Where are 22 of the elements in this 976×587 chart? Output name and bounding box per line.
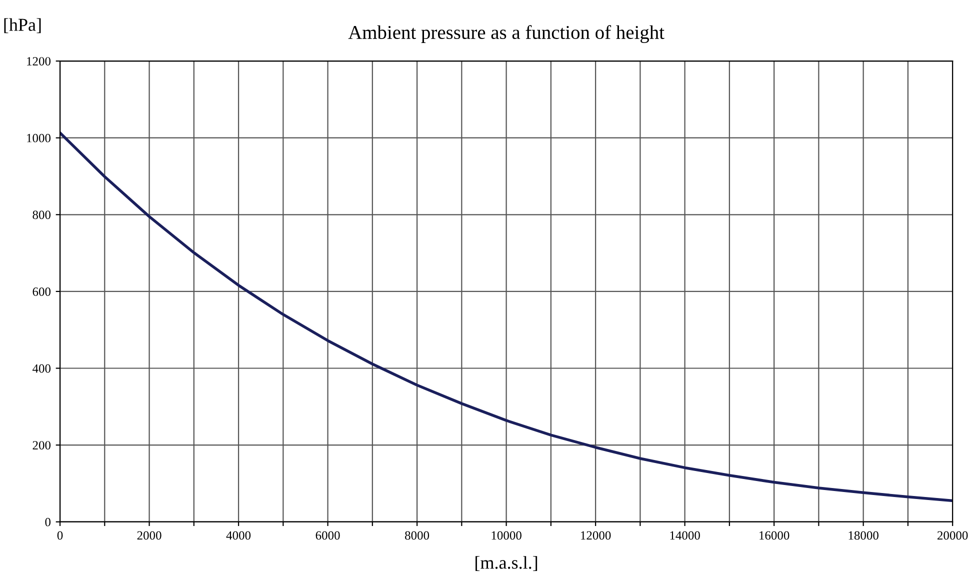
- y-tick-label: 1000: [27, 134, 51, 142]
- x-tick-label: 2000: [137, 531, 162, 540]
- x-tick-label: 6000: [316, 531, 340, 540]
- y-tick-label: 800: [32, 210, 51, 220]
- x-tick-label: 10000: [492, 531, 522, 540]
- line-series: [60, 131, 953, 502]
- x-axis-title: [m.a.s.l.]: [476, 556, 538, 572]
- x-tick-label: 8000: [405, 531, 430, 540]
- y-tick-label: 1200: [27, 57, 51, 66]
- x-tick-label: 0: [57, 531, 63, 540]
- x-tick-label: 16000: [760, 531, 790, 540]
- chart-title: Ambient pressure as a function of height: [348, 25, 664, 44]
- x-tick-label: 14000: [670, 531, 700, 540]
- x-tick-label: 18000: [848, 531, 878, 540]
- y-tick-label: 200: [32, 441, 51, 450]
- x-tick-label: 20000: [938, 531, 968, 540]
- x-tick-label: 4000: [226, 531, 251, 540]
- y-tick-label: 0: [45, 518, 51, 526]
- x-tick-label: 12000: [581, 531, 611, 540]
- y-axis-title: [hPa]: [4, 18, 41, 34]
- y-tick-label: 400: [32, 364, 51, 373]
- y-tick-label: 600: [32, 287, 51, 296]
